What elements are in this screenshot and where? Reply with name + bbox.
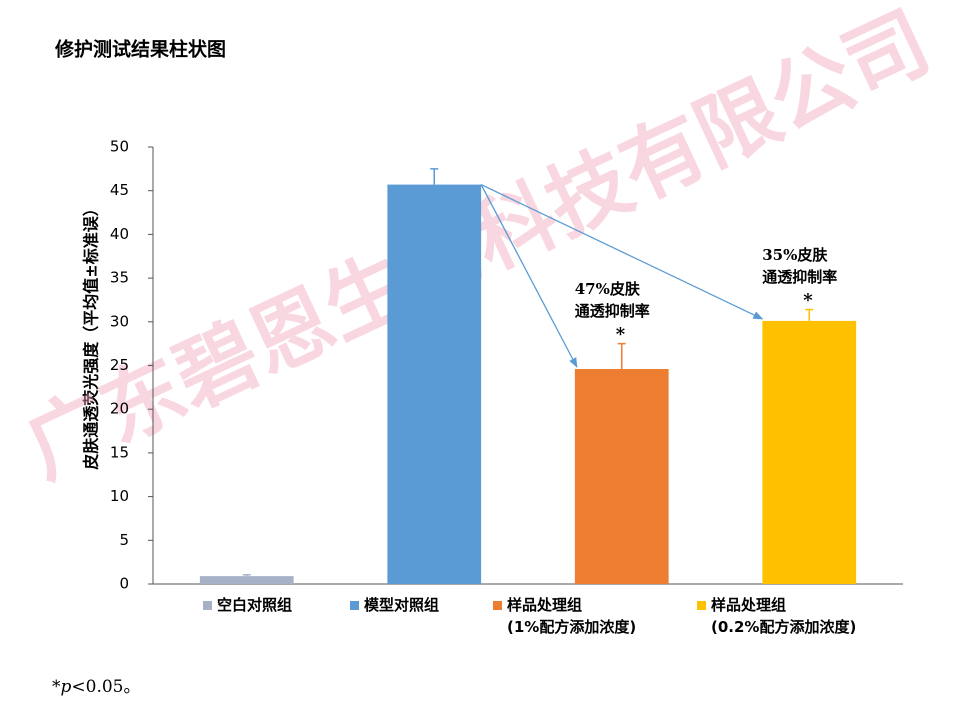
y-tick-label: 30 xyxy=(110,312,129,330)
y-tick-label: 5 xyxy=(119,531,129,549)
legend-label: 空白对照组 xyxy=(217,596,293,614)
y-tick-label: 45 xyxy=(110,181,129,199)
chart-title: 修护测试结果柱状图 xyxy=(54,38,226,61)
y-tick-label: 25 xyxy=(110,356,129,374)
arrow xyxy=(480,184,578,368)
legend-label: 样品处理组 (0.2%配方添加浓度) xyxy=(711,596,857,636)
legend-swatch xyxy=(203,601,212,610)
y-tick-label: 50 xyxy=(110,138,129,156)
bar xyxy=(199,576,294,584)
y-tick-label: 40 xyxy=(110,225,129,243)
y-axis-label: 皮肤通透荧光强度（平均值±标准误） xyxy=(82,200,101,470)
bar xyxy=(762,320,857,584)
legend-swatch xyxy=(697,601,706,610)
y-tick-label: 15 xyxy=(110,443,129,461)
footnote-star: * xyxy=(52,677,61,697)
significance-mark: * xyxy=(803,289,813,311)
annotation-text: 35%皮肤 通透抑制率 xyxy=(762,245,838,286)
significance-mark: * xyxy=(615,323,626,345)
legend-swatch xyxy=(493,601,502,610)
y-tick-label: 10 xyxy=(110,487,129,505)
footnote-rest: <0.05。 xyxy=(71,677,141,697)
y-tick-label: 0 xyxy=(119,575,129,593)
y-tick-label: 20 xyxy=(110,400,129,418)
bar xyxy=(574,368,669,584)
annotation-text: 47%皮肤 通透抑制率 xyxy=(574,279,650,320)
legend-label: 样品处理组 (1%配方添加浓度) xyxy=(507,596,637,636)
footnote-p: p xyxy=(60,677,72,697)
bar xyxy=(387,184,482,584)
y-tick-label: 35 xyxy=(110,269,129,287)
arrow xyxy=(480,183,764,320)
legend-label: 模型对照组 xyxy=(364,596,440,614)
legend-swatch xyxy=(350,601,359,610)
footnote: *p<0.05。 xyxy=(52,676,141,698)
